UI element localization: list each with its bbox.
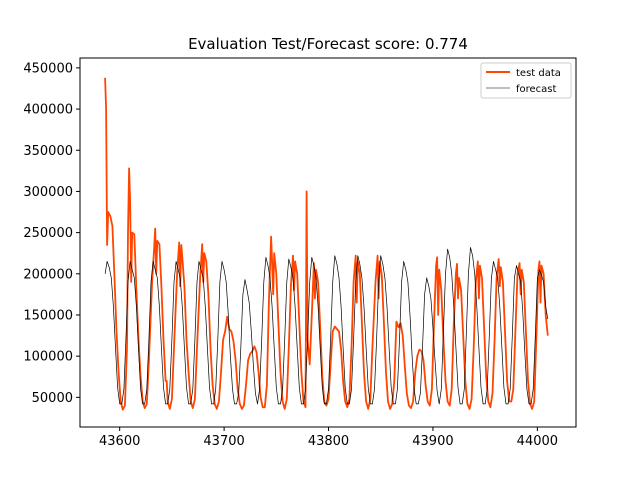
series-layer [104,77,549,411]
series-line-test-data [104,77,549,411]
y-tick-label: 250000 [23,226,73,241]
x-tick-label: 43700 [203,434,244,449]
y-tick-label: 200000 [23,267,73,282]
x-tick-label: 43600 [99,434,140,449]
series-line-forecast [104,247,549,405]
plot-area [79,57,577,428]
x-tick-label: 43800 [308,434,349,449]
x-tick-label: 44000 [517,434,558,449]
y-tick-label: 150000 [23,308,73,323]
axes-frame [79,57,577,428]
y-tick-label: 300000 [23,185,73,200]
chart-title: Evaluation Test/Forecast score: 0.774 [188,35,468,53]
y-tick-label: 50000 [32,391,73,406]
legend-label-forecast: forecast [516,84,557,95]
y-tick-label: 450000 [23,61,73,76]
y-tick-label: 400000 [23,103,73,118]
x-tick-label: 43900 [412,434,453,449]
y-tick-label: 100000 [23,350,73,365]
legend: test data forecast [480,62,572,99]
y-tick-label: 350000 [23,144,73,159]
y-axis: 50000 100000 150000 200000 250000 300000 35000… [23,61,80,406]
legend-label-test-data: test data [516,68,561,79]
x-axis: 43600 43700 43800 43900 44000 [99,427,558,449]
